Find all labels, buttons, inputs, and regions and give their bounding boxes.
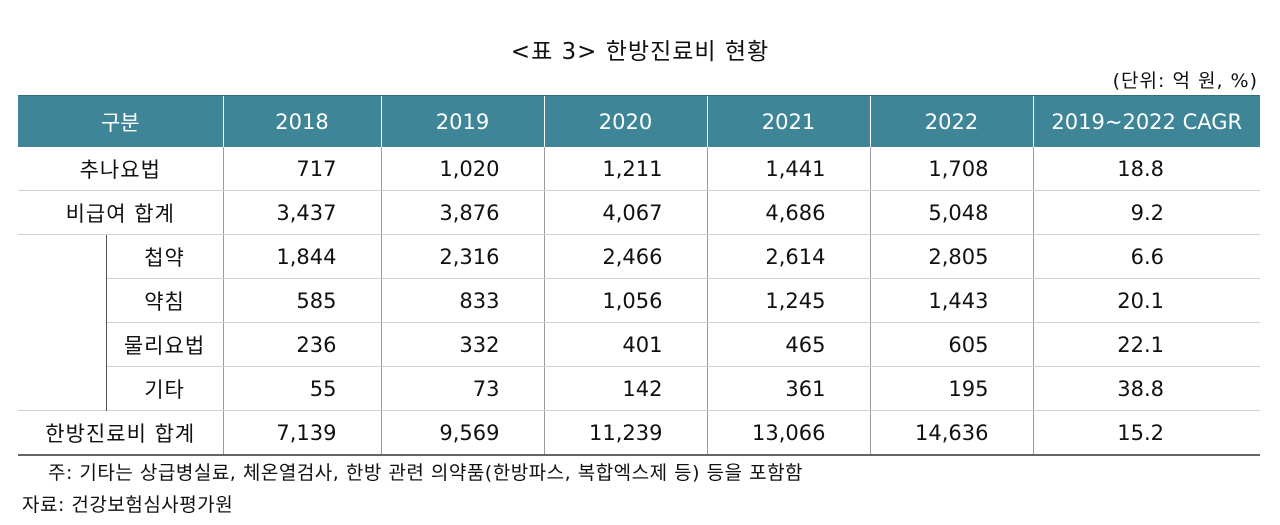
table-cell: 195 xyxy=(869,366,1034,411)
table-cell: 1,441 xyxy=(706,147,871,191)
table-cell: 2,316 xyxy=(380,234,545,279)
table-cell: 2,466 xyxy=(543,234,708,279)
footnote: 주: 기타는 상급병실료, 체온열검사, 한방 관련 의약품(한방파스, 복합엑… xyxy=(48,462,804,484)
table-cell: 13,066 xyxy=(706,410,871,456)
table-cell: 3,437 xyxy=(222,190,382,235)
table-cell: 361 xyxy=(706,366,871,411)
cagr-cell: 20.1 xyxy=(1032,278,1261,323)
header-cell-year: 2022 xyxy=(869,95,1034,147)
header-row: 구분 2018 2019 2020 2021 2022 2019~2022 CA… xyxy=(18,95,1261,147)
table-row: 기타 55 73 142 361 195 38.8 xyxy=(18,366,1261,411)
table-cell: 7,139 xyxy=(222,410,382,456)
table-row: 물리요법 236 332 401 465 605 22.1 xyxy=(18,322,1261,367)
row-label: 기타 xyxy=(106,366,224,411)
table-cell: 3,876 xyxy=(380,190,545,235)
row-label: 물리요법 xyxy=(106,322,224,367)
cagr-cell: 22.1 xyxy=(1032,322,1261,367)
table-cell: 1,020 xyxy=(380,147,545,191)
row-label: 비급여 합계 xyxy=(18,190,224,235)
cagr-cell: 18.8 xyxy=(1032,147,1261,191)
cagr-cell: 9.2 xyxy=(1032,190,1261,235)
header-cell-year: 2018 xyxy=(222,95,382,147)
table-row: 첩약 1,844 2,316 2,466 2,614 2,805 6.6 xyxy=(18,234,1261,411)
table-cell: 605 xyxy=(869,322,1034,367)
table-cell: 4,686 xyxy=(706,190,871,235)
table-cell: 4,067 xyxy=(543,190,708,235)
table-row: 비급여 합계 3,437 3,876 4,067 4,686 5,048 9.2 xyxy=(18,190,1261,235)
table-cell: 465 xyxy=(706,322,871,367)
table-cell: 1,056 xyxy=(543,278,708,323)
cagr-cell: 15.2 xyxy=(1032,410,1261,456)
cagr-cell: 6.6 xyxy=(1032,234,1261,279)
table-cell: 833 xyxy=(380,278,545,323)
table-cell: 9,569 xyxy=(380,410,545,456)
table-cell: 2,805 xyxy=(869,234,1034,279)
table-cell: 5,048 xyxy=(869,190,1034,235)
header-cell-cagr: 2019~2022 CAGR xyxy=(1032,95,1261,147)
table-cell: 1,211 xyxy=(543,147,708,191)
total-row: 한방진료비 합계 7,139 9,569 11,239 13,066 14,63… xyxy=(18,410,1261,456)
row-label: 추나요법 xyxy=(18,147,224,191)
indent-cell xyxy=(18,234,107,411)
table-cell: 14,636 xyxy=(869,410,1034,456)
table-cell: 1,708 xyxy=(869,147,1034,191)
table-cell: 332 xyxy=(380,322,545,367)
table-cell: 236 xyxy=(222,322,382,367)
table-cell: 2,614 xyxy=(706,234,871,279)
table-cell: 142 xyxy=(543,366,708,411)
header-cell-year: 2020 xyxy=(543,95,708,147)
unit-label: (단위: 억 원, %) xyxy=(1112,70,1258,92)
data-table: 구분 2018 2019 2020 2021 2022 2019~2022 CA… xyxy=(18,95,1261,456)
table-title: <표 3> 한방진료비 현황 xyxy=(510,39,770,65)
table-row: 추나요법 717 1,020 1,211 1,441 1,708 18.8 xyxy=(18,147,1261,191)
table-cell: 11,239 xyxy=(543,410,708,456)
table-cell: 1,443 xyxy=(869,278,1034,323)
row-label: 한방진료비 합계 xyxy=(18,410,224,456)
row-label: 첩약 xyxy=(105,234,224,279)
header-cell-year: 2021 xyxy=(706,95,871,147)
table-cell: 73 xyxy=(380,366,545,411)
table-cell: 717 xyxy=(222,147,382,191)
header-cell-category: 구분 xyxy=(18,95,224,147)
row-label: 약침 xyxy=(106,278,224,323)
header-cell-year: 2019 xyxy=(380,95,545,147)
table-cell: 55 xyxy=(222,366,382,411)
cagr-cell: 38.8 xyxy=(1032,366,1261,411)
table-cell: 585 xyxy=(222,278,382,323)
table-cell: 1,844 xyxy=(222,234,382,279)
table-row: 약침 585 833 1,056 1,245 1,443 20.1 xyxy=(18,278,1261,323)
source-note: 자료: 건강보험심사평가원 xyxy=(22,494,234,516)
table-cell: 1,245 xyxy=(706,278,871,323)
table-cell: 401 xyxy=(543,322,708,367)
